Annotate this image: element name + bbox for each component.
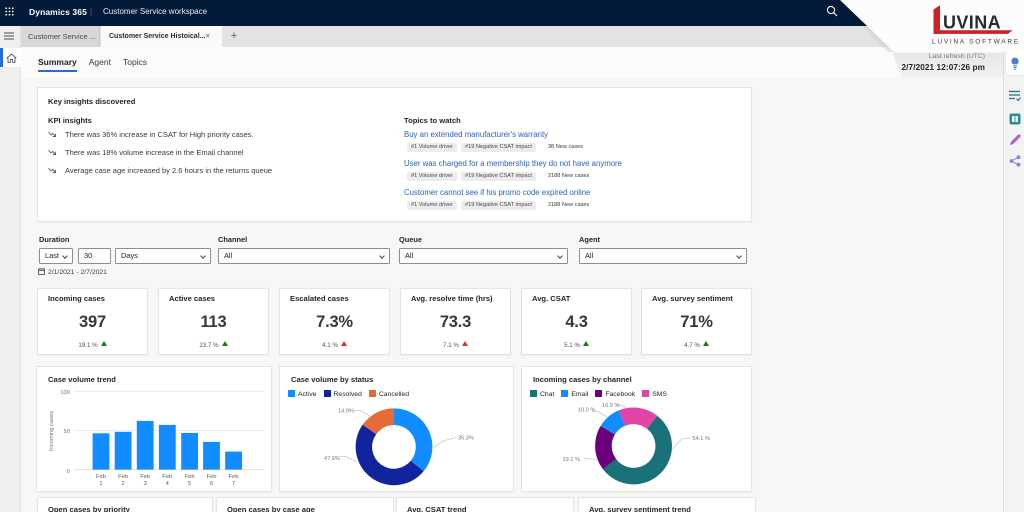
svg-text:1: 1 [99, 481, 102, 487]
svg-text:4: 4 [166, 481, 170, 487]
svg-text:Feb: Feb [162, 474, 172, 480]
svg-text:14.9%: 14.9% [338, 409, 354, 415]
svg-text:5: 5 [188, 481, 191, 487]
svg-text:Feb: Feb [140, 474, 150, 480]
svg-text:2: 2 [121, 481, 124, 487]
svg-text:3: 3 [144, 481, 147, 487]
svg-text:16.9 %: 16.9 % [602, 403, 619, 409]
svg-text:7: 7 [232, 481, 235, 487]
svg-text:Feb: Feb [185, 474, 195, 480]
svg-text:LUVINA SOFTWARE: LUVINA SOFTWARE [932, 39, 1020, 46]
svg-text:Feb: Feb [207, 474, 217, 480]
svg-text:50: 50 [64, 429, 70, 435]
svg-text:Feb: Feb [118, 474, 128, 480]
svg-text:UVINA: UVINA [943, 13, 1001, 33]
svg-text:10.0 %: 10.0 % [578, 408, 595, 414]
svg-text:47.9%: 47.9% [324, 456, 340, 462]
svg-text:Feb: Feb [229, 474, 239, 480]
svg-text:6: 6 [210, 481, 213, 487]
svg-text:0: 0 [67, 469, 70, 475]
svg-text:Feb: Feb [96, 474, 106, 480]
svg-text:19.1 %: 19.1 % [563, 457, 580, 463]
svg-text:100: 100 [60, 390, 70, 396]
svg-text:54.1 %: 54.1 % [693, 436, 710, 442]
svg-text:Incoming cases: Incoming cases [49, 411, 55, 451]
svg-text:35.3%: 35.3% [458, 436, 474, 442]
